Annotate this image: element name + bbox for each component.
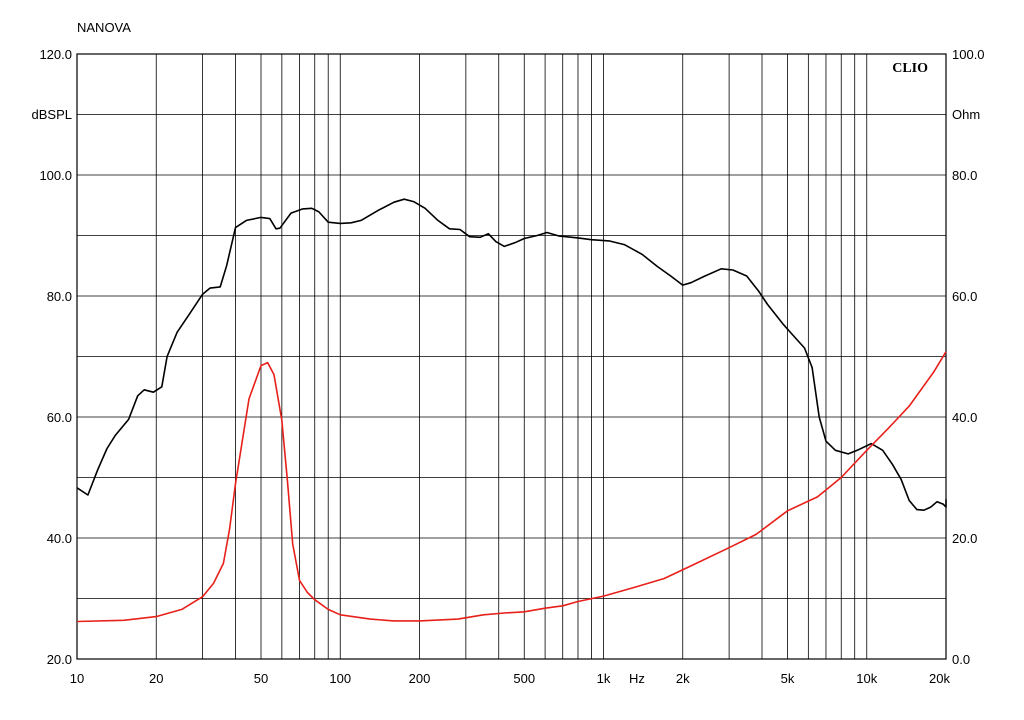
- grid-lines: [77, 54, 946, 659]
- x-axis-unit-label: Hz: [629, 671, 645, 686]
- x-tick-label: 200: [409, 671, 431, 686]
- x-tick-label: 50: [254, 671, 268, 686]
- y-right-tick-label: 40.0: [952, 410, 977, 425]
- x-tick-label: 5k: [781, 671, 795, 686]
- x-tick-label: 20k: [929, 671, 950, 686]
- y-left-tick-label: 100.0: [39, 168, 72, 183]
- x-tick-label: 1k: [597, 671, 611, 686]
- y-left-tick-label: 20.0: [47, 652, 72, 667]
- spl-response-line: [76, 198, 947, 512]
- clio-logo: CLIO: [892, 61, 928, 76]
- plot-frame: [76, 53, 947, 660]
- chart-title: NANOVA: [77, 20, 131, 35]
- x-tick-label: 500: [513, 671, 535, 686]
- y-left-tick-label: 60.0: [47, 410, 72, 425]
- y-left-tick-label: 80.0: [47, 289, 72, 304]
- y-right-tick-label: 100.0: [952, 47, 985, 62]
- y-left-axis-label: dBSPL: [32, 107, 72, 122]
- y-right-tick-label: 20.0: [952, 531, 977, 546]
- y-right-tick-label: 0.0: [952, 652, 970, 667]
- x-tick-label: 2k: [676, 671, 690, 686]
- x-tick-label: 100: [329, 671, 351, 686]
- y-left-tick-label: 120.0: [39, 47, 72, 62]
- y-left-tick-labels: 20.0 40.0 60.0 80.0 100.0 120.0: [39, 47, 72, 667]
- y-left-tick-label: 40.0: [47, 531, 72, 546]
- y-right-tick-label: 80.0: [952, 168, 977, 183]
- x-tick-label: 10: [70, 671, 84, 686]
- impedance-line: [76, 351, 947, 623]
- x-tick-labels: 10 20 50 100 200 500 1k 2k 5k 10k 20k: [70, 671, 951, 686]
- x-tick-label: 10k: [856, 671, 877, 686]
- series-lines: [76, 198, 947, 623]
- x-tick-label: 20: [149, 671, 163, 686]
- y-right-tick-labels: 0.0 20.0 40.0 60.0 80.0 100.0: [952, 47, 985, 667]
- y-right-axis-label: Ohm: [952, 107, 980, 122]
- y-right-tick-label: 60.0: [952, 289, 977, 304]
